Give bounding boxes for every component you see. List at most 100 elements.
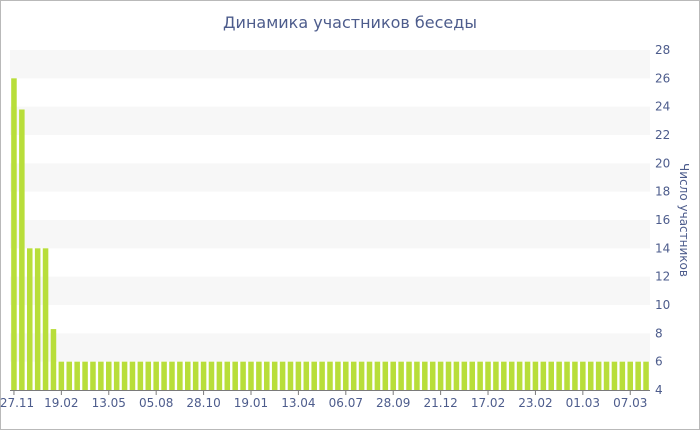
bar bbox=[587, 361, 594, 390]
bar bbox=[145, 361, 152, 390]
y-tick-label: 12 bbox=[655, 270, 670, 284]
bar bbox=[137, 361, 144, 390]
y-tick-label: 4 bbox=[655, 383, 663, 397]
x-tick-label: 27.11 bbox=[0, 396, 34, 410]
bar bbox=[106, 361, 112, 390]
bar bbox=[169, 361, 175, 390]
bar bbox=[422, 361, 428, 390]
bar bbox=[34, 248, 41, 390]
y-tick-label: 6 bbox=[655, 355, 663, 369]
bar bbox=[398, 361, 404, 390]
bar bbox=[627, 361, 634, 390]
bar bbox=[248, 361, 254, 390]
bar bbox=[287, 361, 294, 390]
x-tick-label: 01.03 bbox=[566, 396, 600, 410]
bar bbox=[66, 361, 73, 390]
grid-band bbox=[10, 50, 650, 79]
bar bbox=[572, 361, 578, 390]
bar bbox=[224, 361, 231, 390]
x-tick-label: 23.02 bbox=[518, 396, 552, 410]
bar bbox=[429, 361, 436, 390]
bar bbox=[437, 361, 444, 390]
bar bbox=[564, 361, 570, 390]
bar bbox=[90, 361, 96, 390]
bar bbox=[453, 361, 460, 390]
y-tick-label: 16 bbox=[655, 213, 670, 227]
bar bbox=[42, 248, 49, 390]
bar bbox=[603, 361, 610, 390]
bar bbox=[501, 361, 507, 390]
bar bbox=[343, 361, 349, 390]
bar bbox=[26, 248, 33, 390]
bar bbox=[374, 361, 381, 390]
bar bbox=[445, 361, 452, 390]
grid-bands bbox=[10, 50, 650, 362]
x-tick-label: 28.10 bbox=[186, 396, 220, 410]
bar bbox=[216, 361, 223, 390]
bar bbox=[177, 361, 183, 390]
bar bbox=[192, 361, 199, 390]
x-tick-label: 28.09 bbox=[376, 396, 410, 410]
bar bbox=[161, 361, 167, 390]
bar bbox=[129, 361, 136, 390]
y-tick-label: 22 bbox=[655, 128, 670, 142]
bar bbox=[121, 361, 128, 390]
y-tick-label: 8 bbox=[655, 326, 663, 340]
bar bbox=[208, 361, 215, 390]
x-tick-label: 13.05 bbox=[92, 396, 126, 410]
bar bbox=[350, 361, 357, 390]
y-tick-label: 10 bbox=[655, 298, 670, 312]
y-tick-label: 20 bbox=[655, 156, 670, 170]
bar bbox=[595, 361, 602, 390]
bar bbox=[516, 361, 523, 390]
bar bbox=[382, 361, 389, 390]
bar bbox=[485, 361, 491, 390]
grid-band bbox=[10, 220, 650, 249]
bar bbox=[19, 109, 25, 390]
bar bbox=[540, 361, 547, 390]
bar bbox=[232, 361, 238, 390]
bar bbox=[256, 361, 262, 390]
bar bbox=[556, 361, 562, 390]
x-tick-label: 13.04 bbox=[281, 396, 315, 410]
bar bbox=[74, 361, 80, 390]
bar bbox=[319, 361, 325, 390]
x-tick-label: 06.07 bbox=[329, 396, 363, 410]
bar bbox=[11, 78, 17, 390]
bar bbox=[295, 361, 302, 390]
bar bbox=[406, 361, 412, 390]
bar bbox=[279, 361, 286, 390]
bar bbox=[303, 361, 310, 390]
bar bbox=[271, 361, 278, 390]
bar bbox=[50, 329, 57, 390]
y-tick-label: 26 bbox=[655, 71, 670, 85]
y-axis-label: Число участников bbox=[677, 163, 691, 277]
bar bbox=[477, 361, 483, 390]
chart-title: Динамика участников беседы bbox=[223, 13, 477, 32]
bar bbox=[390, 361, 396, 390]
bar bbox=[366, 361, 373, 390]
bar bbox=[113, 361, 120, 390]
bar bbox=[635, 361, 641, 390]
bar bbox=[58, 361, 65, 390]
bar bbox=[185, 361, 191, 390]
bar bbox=[240, 361, 246, 390]
y-tick-label: 18 bbox=[655, 185, 670, 199]
x-tick-label: 05.08 bbox=[139, 396, 173, 410]
grid-band bbox=[10, 276, 650, 305]
bar bbox=[153, 361, 159, 390]
grid-band bbox=[10, 163, 650, 192]
x-tick-label: 17.02 bbox=[471, 396, 505, 410]
grid-band bbox=[10, 106, 650, 135]
bar bbox=[611, 361, 618, 390]
bar bbox=[311, 361, 317, 390]
x-tick-label: 07.03 bbox=[613, 396, 647, 410]
bar bbox=[264, 361, 270, 390]
bar bbox=[327, 361, 333, 390]
bar bbox=[548, 361, 554, 390]
bar bbox=[619, 361, 626, 390]
grid-band bbox=[10, 333, 650, 362]
bar bbox=[414, 361, 420, 390]
bar bbox=[461, 361, 468, 390]
